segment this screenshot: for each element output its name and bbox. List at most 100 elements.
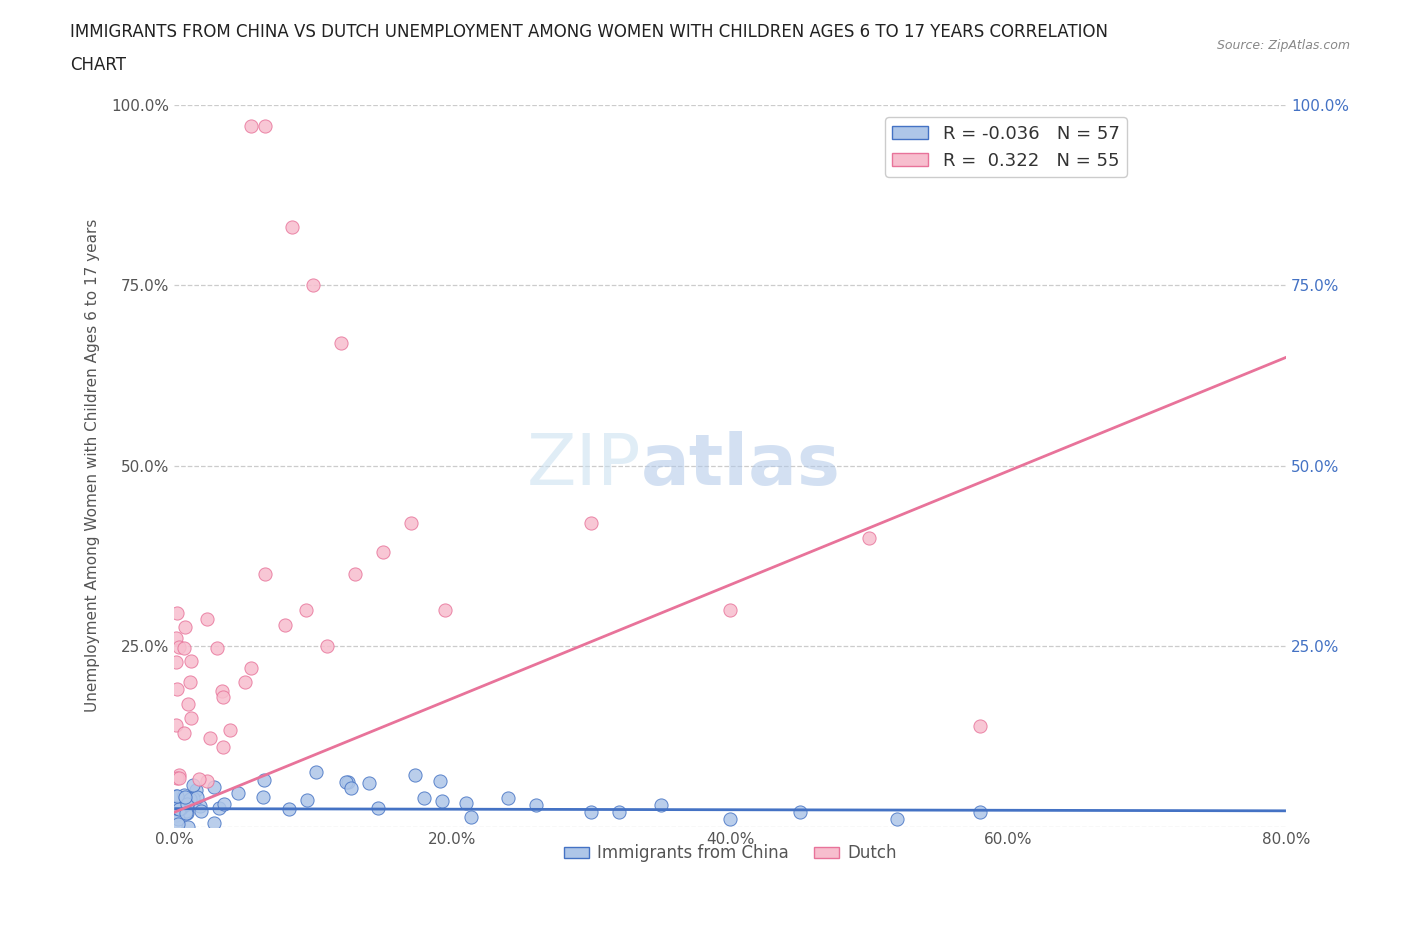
Point — [252, 789, 274, 804]
Point — [274, 618, 297, 632]
Point — [253, 119, 276, 134]
Point — [202, 780, 225, 795]
Point — [166, 682, 188, 697]
Point — [167, 640, 190, 655]
Y-axis label: Unemployment Among Women with Children Ages 6 to 17 years: Unemployment Among Women with Children A… — [86, 219, 100, 712]
Point — [212, 689, 235, 704]
Point — [579, 804, 602, 819]
Point — [302, 278, 325, 293]
Point — [177, 697, 200, 711]
Point — [579, 516, 602, 531]
Point — [176, 805, 198, 820]
Point — [165, 717, 187, 732]
Point — [184, 783, 207, 798]
Point — [173, 619, 195, 634]
Point — [167, 817, 190, 831]
Point — [166, 789, 188, 804]
Point — [343, 566, 366, 581]
Point — [211, 684, 233, 698]
Point — [226, 786, 249, 801]
Point — [165, 788, 187, 803]
Point — [179, 791, 201, 806]
Point — [195, 773, 218, 788]
Point — [219, 723, 242, 737]
Point — [434, 603, 457, 618]
Point — [496, 790, 519, 805]
Point — [180, 654, 202, 669]
Point — [235, 674, 257, 689]
Point — [165, 631, 187, 645]
Point — [190, 804, 212, 818]
Point — [456, 795, 478, 810]
Point — [186, 790, 208, 804]
Point — [205, 641, 228, 656]
Point — [718, 812, 741, 827]
Point — [173, 640, 195, 655]
Text: ZIP: ZIP — [527, 432, 641, 500]
Point — [886, 812, 908, 827]
Point — [174, 804, 197, 818]
Point — [188, 772, 211, 787]
Point — [330, 336, 353, 351]
Point — [295, 603, 318, 618]
Point — [181, 790, 204, 805]
Point — [404, 768, 426, 783]
Point — [198, 731, 221, 746]
Point — [176, 797, 198, 812]
Point — [524, 798, 547, 813]
Point — [195, 612, 218, 627]
Point — [367, 801, 389, 816]
Point — [239, 119, 262, 134]
Point — [173, 725, 195, 740]
Point — [166, 605, 188, 620]
Point — [969, 804, 991, 819]
Point — [789, 804, 811, 819]
Point — [277, 802, 299, 817]
Point — [858, 530, 880, 545]
Point — [165, 807, 187, 822]
Point — [173, 787, 195, 802]
Point — [239, 660, 262, 675]
Point — [413, 790, 436, 805]
Point — [173, 790, 195, 804]
Text: atlas: atlas — [641, 432, 841, 500]
Point — [212, 740, 235, 755]
Point — [166, 771, 188, 786]
Point — [174, 794, 197, 809]
Point — [179, 675, 201, 690]
Point — [173, 804, 195, 818]
Point — [165, 804, 187, 818]
Point — [169, 802, 191, 817]
Point — [174, 806, 197, 821]
Point — [460, 810, 482, 825]
Point — [650, 798, 672, 813]
Point — [172, 800, 194, 815]
Point — [316, 639, 339, 654]
Point — [181, 777, 204, 792]
Point — [169, 800, 191, 815]
Point — [188, 799, 211, 814]
Point — [357, 776, 380, 790]
Text: Source: ZipAtlas.com: Source: ZipAtlas.com — [1216, 39, 1350, 52]
Point — [253, 773, 276, 788]
Point — [607, 804, 630, 819]
Point — [253, 566, 276, 581]
Point — [337, 775, 360, 790]
Point — [167, 770, 190, 785]
Point — [202, 816, 225, 830]
Point — [969, 718, 991, 733]
Point — [165, 655, 187, 670]
Point — [399, 516, 422, 531]
Point — [176, 819, 198, 834]
Point — [429, 773, 451, 788]
Point — [335, 775, 357, 790]
Point — [167, 802, 190, 817]
Point — [214, 797, 236, 812]
Point — [305, 765, 328, 780]
Text: CHART: CHART — [70, 56, 127, 73]
Point — [165, 801, 187, 816]
Point — [208, 801, 231, 816]
Point — [167, 768, 190, 783]
Text: IMMIGRANTS FROM CHINA VS DUTCH UNEMPLOYMENT AMONG WOMEN WITH CHILDREN AGES 6 TO : IMMIGRANTS FROM CHINA VS DUTCH UNEMPLOYM… — [70, 23, 1108, 41]
Legend: Immigrants from China, Dutch: Immigrants from China, Dutch — [557, 838, 903, 869]
